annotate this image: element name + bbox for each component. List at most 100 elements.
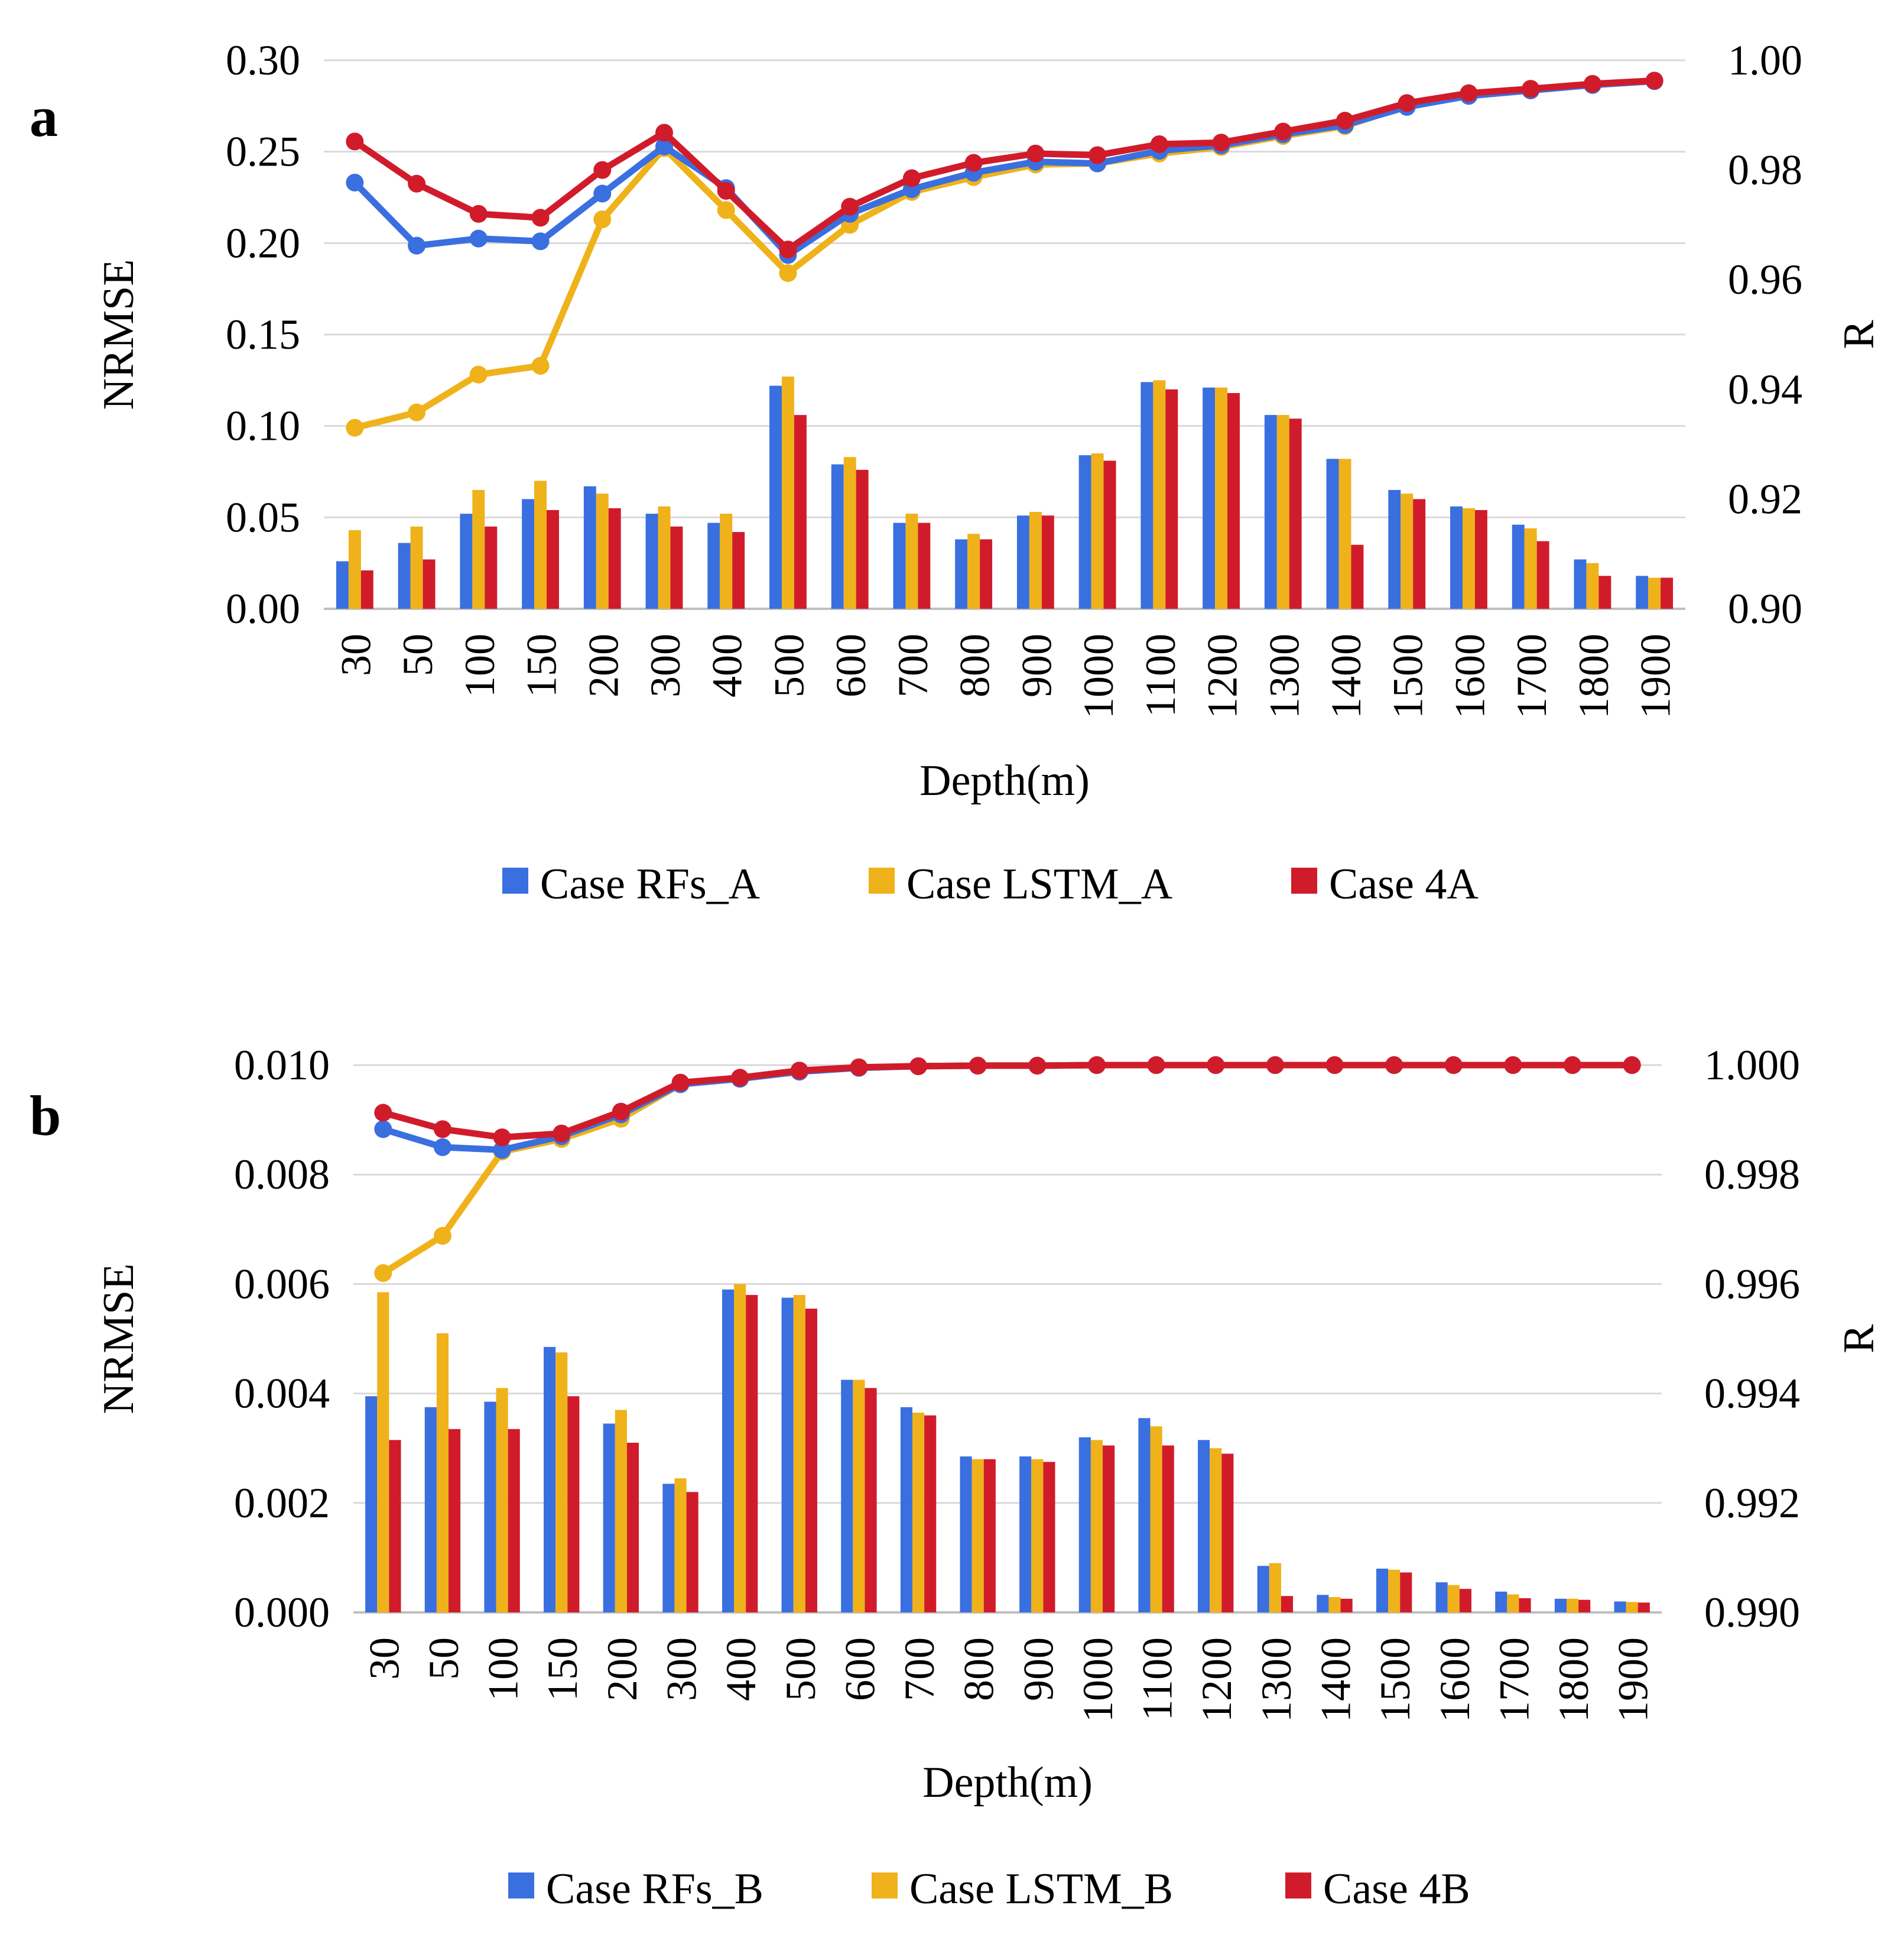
r-point: [969, 1056, 987, 1075]
y-axis-title: NRMSE: [95, 259, 143, 410]
bar-case-4b: [1519, 1598, 1531, 1612]
bar-case-4a: [1474, 509, 1487, 609]
bar-case-rfs_a: [1141, 382, 1154, 609]
bar-case-rfs_b: [365, 1396, 378, 1612]
x-tick-label: 1500: [1372, 1637, 1419, 1722]
x-tick-label: 800: [951, 634, 999, 697]
bar-case-rfs_b: [424, 1407, 437, 1612]
bar-case-lstm_a: [1029, 512, 1042, 609]
r-point: [1336, 112, 1354, 130]
panel-letter: b: [30, 1084, 61, 1147]
bar-case-rfs_b: [1376, 1568, 1389, 1612]
legend-swatch: [1285, 1872, 1311, 1898]
r-point: [469, 229, 488, 248]
y2-tick-label: 0.992: [1704, 1479, 1800, 1527]
x-tick-label: 1000: [1075, 634, 1122, 719]
x-tick-label: 1700: [1490, 1637, 1538, 1722]
bar-case-rfs_a: [955, 539, 968, 609]
bar-case-rfs_a: [1512, 524, 1525, 609]
bar-case-rfs_a: [1264, 415, 1277, 609]
bar-case-4b: [1043, 1462, 1055, 1612]
r-line-case-4b: [382, 1062, 1632, 1141]
y-tick-label: 0.10: [226, 403, 300, 450]
r-point: [1460, 84, 1478, 102]
bar-case-4b: [1459, 1589, 1471, 1612]
y2-tick-label: 0.98: [1728, 147, 1802, 194]
x-tick-label: 300: [658, 1637, 706, 1701]
y2-tick-label: 0.92: [1728, 475, 1802, 522]
r-point: [1207, 1056, 1225, 1074]
r-point: [1583, 74, 1601, 93]
bar-case-lstm_a: [348, 530, 361, 609]
y-tick-label: 0.010: [234, 1041, 330, 1089]
x-tick-label: 150: [518, 634, 566, 697]
bar-case-rfs_b: [1435, 1582, 1448, 1612]
bar-case-4b: [626, 1442, 639, 1612]
x-tick-label: 100: [480, 1637, 527, 1701]
r-point: [346, 132, 364, 151]
x-tick-label: 800: [956, 1637, 1003, 1701]
x-tick-label: 30: [360, 1637, 408, 1680]
x-tick-label: 50: [394, 634, 441, 676]
x-tick-label: 300: [642, 634, 689, 697]
x-tick-label: 1600: [1431, 1637, 1479, 1722]
x-axis-title: Depth(m): [919, 757, 1090, 805]
bar-case-lstm_b: [912, 1413, 925, 1612]
r-point: [1147, 1056, 1165, 1074]
bar-case-4a: [547, 509, 559, 609]
bar-case-lstm_b: [1388, 1569, 1401, 1612]
r-line-case-lstm_a: [354, 77, 1655, 431]
bar-case-rfs_b: [1198, 1440, 1210, 1612]
bar-case-4b: [1340, 1598, 1353, 1612]
bar-case-4a: [485, 526, 498, 609]
x-tick-label: 500: [777, 1637, 824, 1701]
bar-case-4b: [865, 1388, 877, 1612]
y2-tick-label: 0.990: [1704, 1589, 1800, 1636]
bar-case-lstm_a: [472, 489, 485, 609]
bar-case-lstm_b: [734, 1284, 746, 1612]
r-point: [1212, 134, 1230, 152]
bar-case-4b: [508, 1429, 520, 1612]
y-tick-label: 0.00: [226, 585, 300, 632]
bar-case-rfs_a: [336, 561, 349, 609]
r-point: [1028, 1056, 1047, 1075]
r-point: [1274, 122, 1292, 141]
x-tick-label: 1100: [1134, 1637, 1181, 1721]
bar-case-lstm_a: [1524, 528, 1537, 609]
bar-case-4a: [608, 508, 621, 609]
panel-b: b 0.000 0.002 0.004 0.006 0.008 0.010 0.990 0.99…: [30, 1041, 1883, 1913]
bar-case-4b: [1103, 1445, 1115, 1612]
bar-case-4a: [732, 532, 745, 609]
y2-tick-label: 0.94: [1728, 366, 1802, 413]
x-tick-label: 150: [539, 1637, 586, 1701]
r-point: [1150, 135, 1168, 153]
r-point: [841, 197, 859, 216]
bar-case-lstm_a: [1401, 494, 1414, 609]
legend-label: Case 4A: [1329, 860, 1479, 908]
r-point: [1266, 1056, 1284, 1074]
bar-case-lstm_b: [615, 1410, 627, 1612]
bar-case-4b: [567, 1396, 580, 1612]
bar-case-4a: [1661, 577, 1674, 609]
r-point: [553, 1124, 571, 1143]
bar-case-rfs_b: [960, 1456, 972, 1612]
x-tick-label: 900: [1015, 1637, 1062, 1701]
bar-case-rfs_a: [707, 522, 720, 609]
bar-case-rfs_b: [900, 1407, 912, 1612]
bar-case-lstm_a: [781, 377, 794, 609]
bar-case-4b: [449, 1429, 461, 1612]
r-point: [531, 232, 550, 251]
bar-case-rfs_a: [645, 514, 658, 609]
bar-case-rfs_a: [1388, 489, 1401, 609]
bar-case-rfs_b: [544, 1346, 556, 1612]
x-tick-label: 30: [332, 634, 379, 676]
bar-case-lstm_b: [1269, 1563, 1281, 1612]
r-point: [346, 173, 364, 192]
x-tick-label: 1200: [1199, 634, 1246, 719]
bar-case-rfs_a: [522, 499, 535, 609]
bar-case-rfs_b: [1078, 1437, 1091, 1612]
legend: Case RFs_B Case LSTM_B Case 4B: [508, 1865, 1470, 1913]
y-tick-label: 0.20: [226, 219, 300, 267]
bar-case-lstm_a: [1648, 577, 1661, 609]
y-tick-label: 0.004: [234, 1370, 330, 1417]
